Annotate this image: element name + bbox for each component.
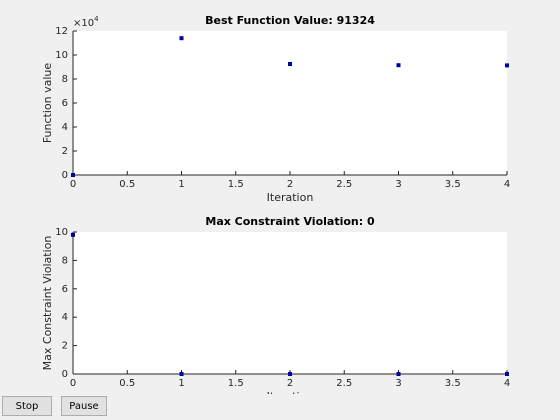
x-axis-label: Iteration [267,390,314,394]
multiplier-exponent: 4 [94,15,99,23]
x-tick-label: 1.5 [228,179,244,190]
x-tick-label: 3.5 [445,179,461,190]
chart-title: Max Constraint Violation: 0 [205,215,375,228]
y-tick-label: 2 [62,341,68,352]
data-point [71,232,75,237]
data-point [396,372,401,376]
x-tick-label: 0 [70,179,76,190]
x-tick-label: 3 [395,378,401,389]
axes-background [73,232,507,374]
x-tick-label: 3.5 [445,378,461,389]
x-tick-label: 3 [395,179,401,190]
y-tick-label: 0 [62,170,68,181]
y-tick-label: 2 [62,146,68,157]
data-point [505,63,509,68]
x-tick-label: 2 [287,378,293,389]
x-tick-label: 1.5 [228,378,244,389]
x-tick-label: 0.5 [119,179,135,190]
y-tick-label: 0 [62,369,68,380]
multiplier-base: ×10 [73,18,94,29]
x-tick-label: 4 [504,179,510,190]
x-tick-label: 2 [287,179,293,190]
data-point [71,173,75,177]
y-tick-label: 4 [62,312,68,323]
y-tick-label: 10 [55,50,68,61]
data-point [396,63,401,68]
y-tick-label: 6 [62,284,68,295]
stop-button[interactable]: Stop [2,396,52,416]
x-tick-label: 2.5 [336,179,352,190]
x-tick-label: 1 [178,378,184,389]
data-point [179,372,184,376]
data-point [505,372,509,376]
axes-background [73,31,507,175]
y-tick-label: 6 [62,98,68,109]
x-tick-label: 1 [178,179,184,190]
x-tick-label: 4 [504,378,510,389]
data-point [179,36,184,41]
data-point [288,372,292,376]
y-axis-label: Max Constraint Violation [41,236,54,371]
y-tick-label: 4 [62,122,68,133]
y-tick-label: 8 [62,74,68,85]
y-tick-label: 10 [55,227,68,238]
pause-button[interactable]: Pause [61,396,107,416]
y-multiplier: ×104 [73,15,99,29]
y-tick-label: 12 [55,26,68,37]
x-tick-label: 0 [70,378,76,389]
y-tick-label: 8 [62,255,68,266]
x-tick-label: 2.5 [336,378,352,389]
y-axis-label: Function value [41,63,54,144]
x-axis-label: Iteration [267,191,314,204]
x-tick-label: 0.5 [119,378,135,389]
data-point [288,62,292,66]
plots: Best Function Value: 91324 Iteration Funct… [41,14,510,394]
chart-title: Best Function Value: 91324 [205,14,375,27]
